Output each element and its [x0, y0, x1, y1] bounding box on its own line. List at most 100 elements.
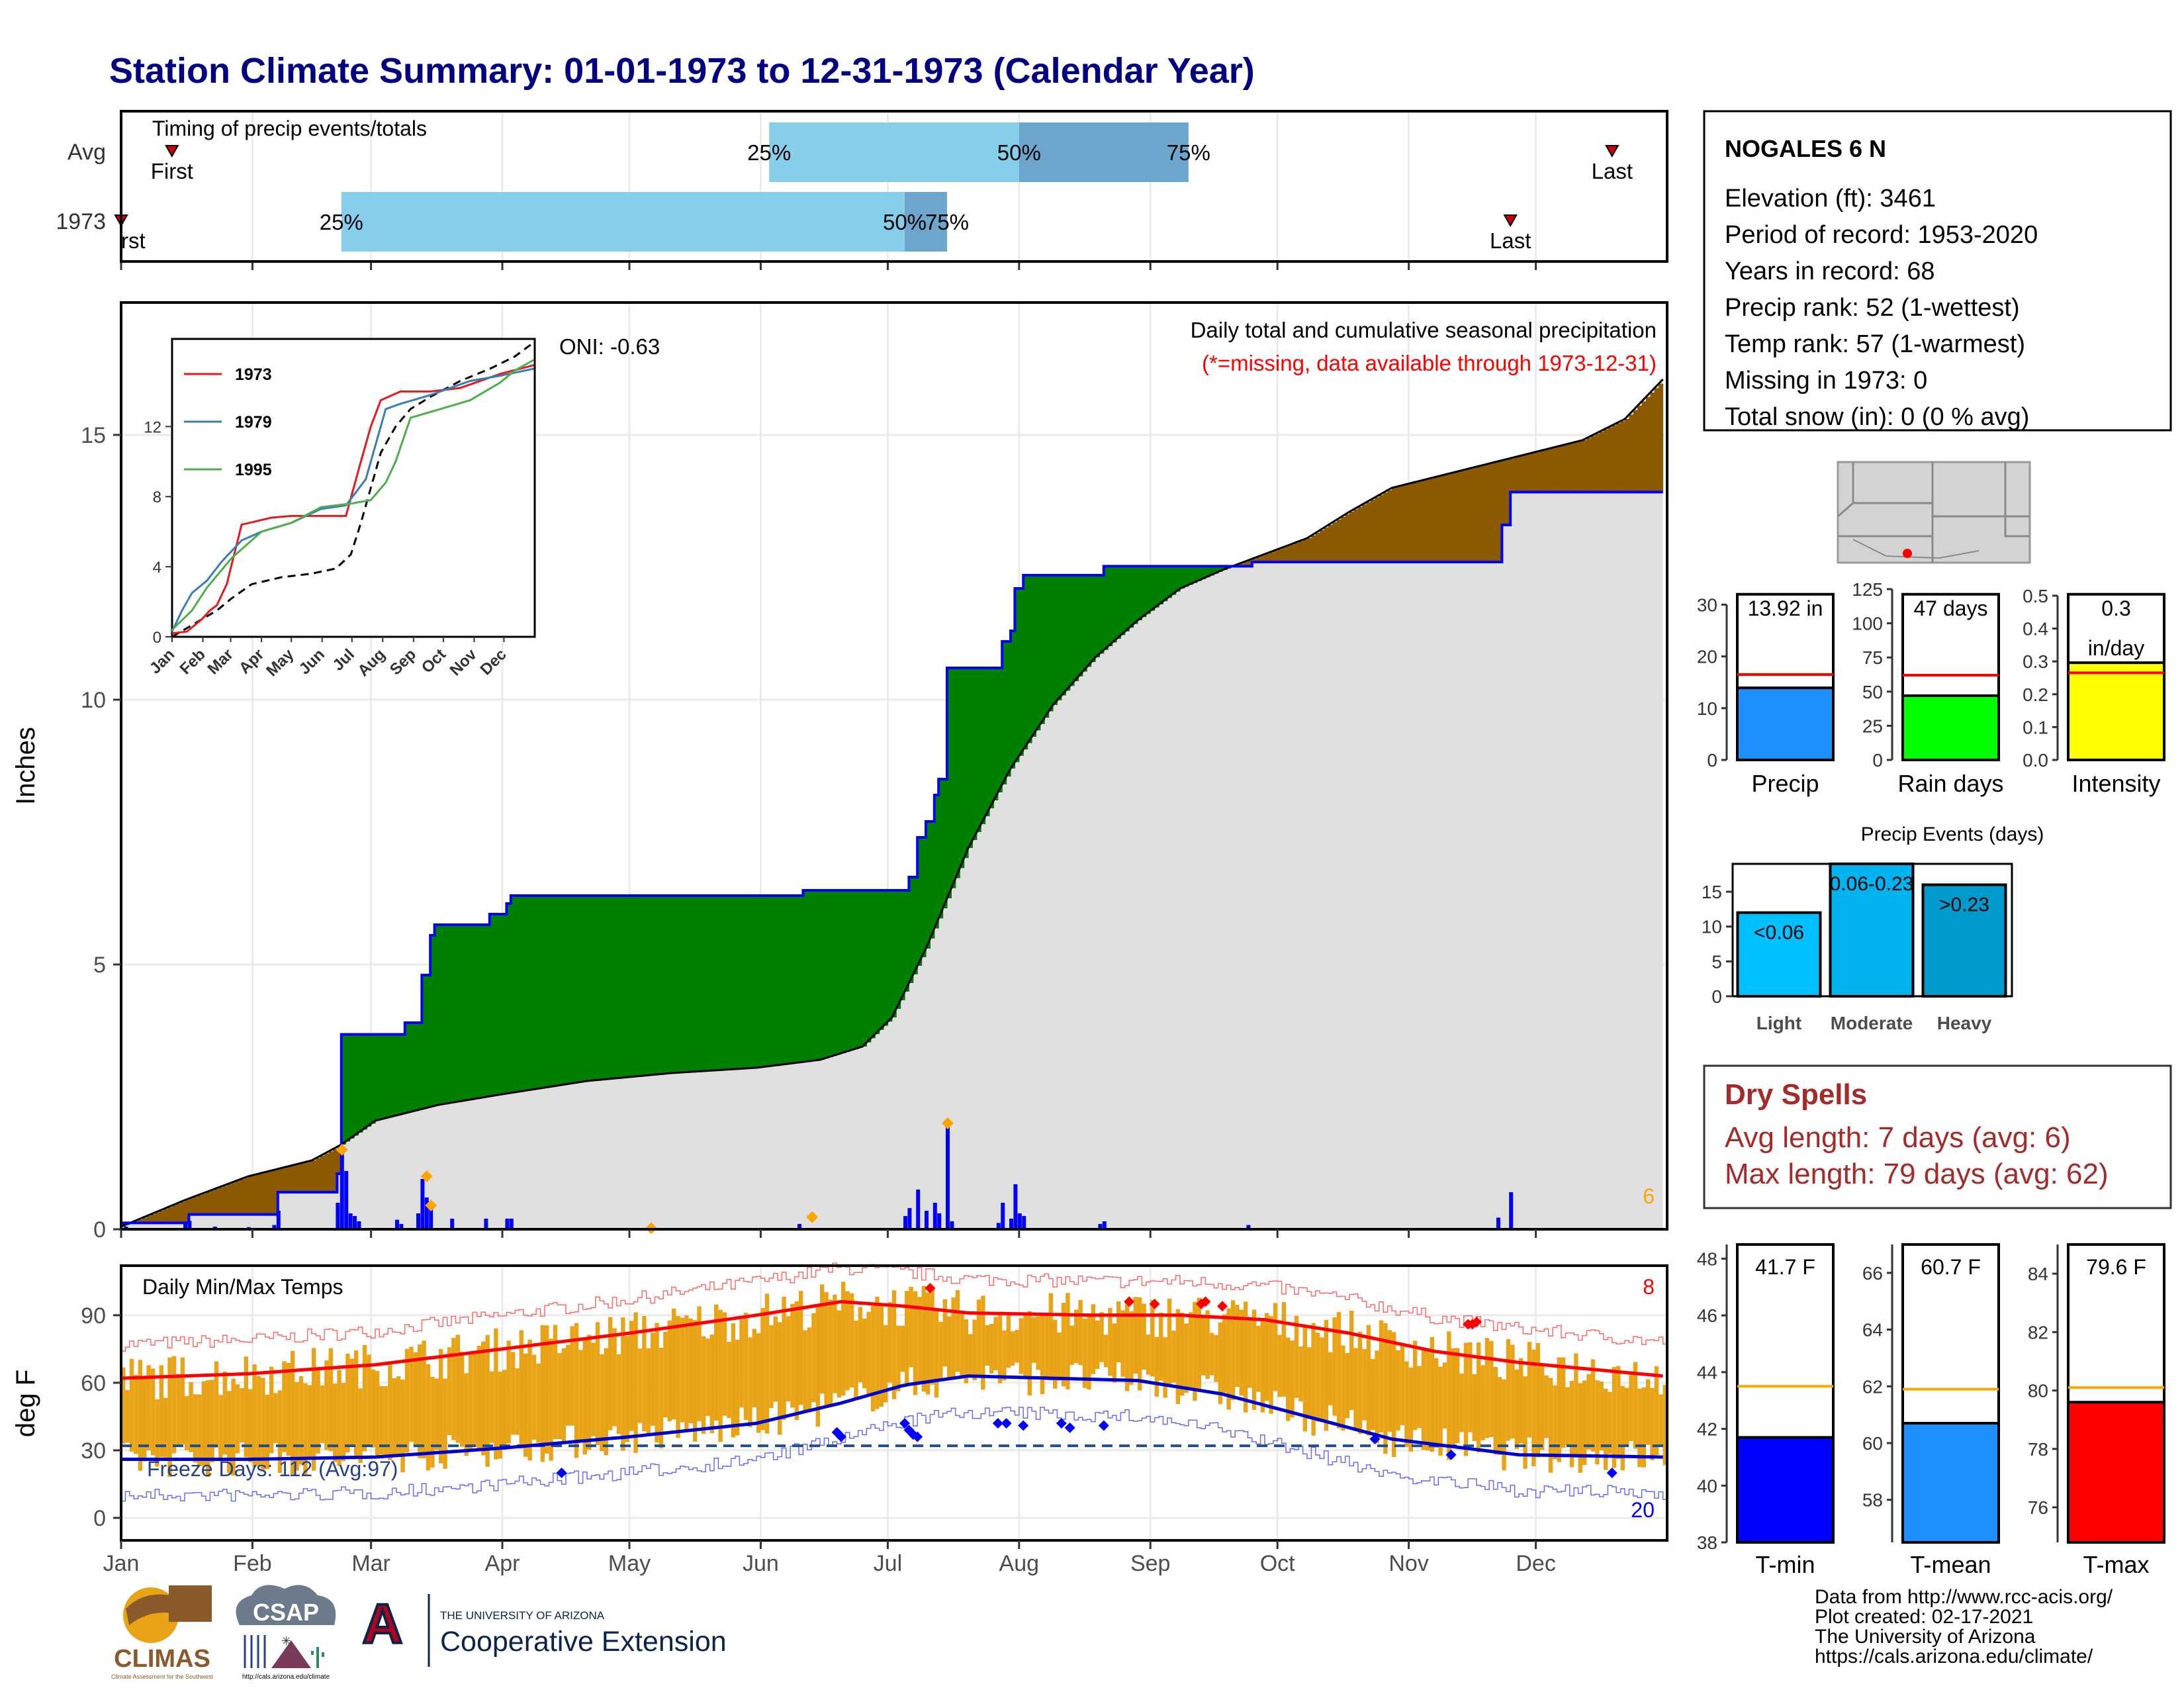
- max-record-count: 8: [1643, 1275, 1655, 1299]
- record-precip-marker: [425, 1199, 437, 1211]
- daily-temp-bar: [388, 1363, 392, 1460]
- above-normal-band: [1078, 575, 1083, 677]
- record-low-marker: [1056, 1418, 1067, 1429]
- below-normal-band: [1523, 455, 1528, 492]
- above-normal-band: [701, 896, 706, 1072]
- daily-temp-bar: [993, 1317, 998, 1371]
- daily-temp-bar: [345, 1354, 350, 1453]
- below-normal-band: [269, 1171, 274, 1215]
- daily-temp-bar: [1324, 1319, 1328, 1431]
- above-normal-band: [1201, 566, 1206, 579]
- above-normal-band: [485, 925, 490, 1098]
- below-normal-band: [265, 1172, 270, 1215]
- inset-y-tick-label: 0: [153, 629, 161, 647]
- above-normal-band: [540, 896, 545, 1088]
- daily-temp-bar: [1498, 1377, 1502, 1455]
- daily-temp-bar: [722, 1312, 727, 1416]
- above-normal-band: [1180, 566, 1185, 588]
- timing-bar-50-75: [1019, 122, 1189, 182]
- daily-temp-bar: [807, 1327, 812, 1412]
- daily-temp-bar: [531, 1354, 537, 1440]
- above-normal-band: [629, 896, 634, 1077]
- daily-precip-bar: [276, 1211, 281, 1229]
- summary-tick-label: 0.2: [2023, 684, 2048, 705]
- daily-temp-bar: [218, 1395, 223, 1462]
- daily-temp-bar: [392, 1378, 396, 1456]
- above-normal-band: [434, 925, 439, 1106]
- below-normal-band: [1417, 481, 1422, 562]
- daily-temp-bar: [134, 1374, 138, 1454]
- below-normal-band: [1362, 504, 1367, 562]
- below-normal-band: [1353, 509, 1359, 562]
- above-normal-band: [887, 890, 893, 1022]
- temp-panel: 0 30 60 90 Jan Feb Mar Apr May Jun Jul Aug Sep Oct No…: [11, 1262, 1668, 1576]
- daily-temp-bar: [1426, 1350, 1430, 1451]
- daily-temp-bar: [248, 1389, 253, 1462]
- daily-temp-bar: [1654, 1366, 1659, 1455]
- temp-bar-value-2: 79.6 F: [2086, 1255, 2146, 1279]
- above-normal-band: [430, 935, 435, 1107]
- above-normal-band: [1146, 566, 1151, 614]
- daily-temp-bar: [273, 1393, 278, 1443]
- daily-temp-bar: [1290, 1340, 1295, 1418]
- daily-temp-bar: [930, 1287, 934, 1385]
- below-normal-band: [1578, 441, 1583, 492]
- daily-temp-bar: [523, 1353, 528, 1457]
- timing-bar-25-50: [341, 192, 905, 252]
- below-normal-band: [248, 1176, 253, 1215]
- daily-temp-bar: [447, 1347, 452, 1435]
- below-normal-band: [1421, 480, 1426, 562]
- daily-temp-bar: [773, 1316, 778, 1402]
- daily-precip-bar: [1102, 1221, 1107, 1229]
- above-normal-band: [1209, 566, 1214, 576]
- daily-temp-bar: [574, 1323, 579, 1458]
- daily-temp-bar: [1209, 1333, 1214, 1376]
- below-normal-band: [1633, 410, 1638, 492]
- above-normal-band: [1061, 575, 1066, 696]
- daily-precip-bar: [903, 1216, 907, 1229]
- daily-temp-bar: [1582, 1380, 1587, 1465]
- daily-temp-bar: [527, 1339, 532, 1461]
- above-normal-band: [989, 668, 994, 808]
- daily-temp-bar: [1124, 1301, 1130, 1391]
- above-normal-band: [1112, 566, 1117, 643]
- above-normal-band: [600, 896, 605, 1080]
- month-label-may: May: [608, 1551, 651, 1576]
- daily-temp-bar: [947, 1316, 952, 1378]
- daily-temp-bar: [383, 1385, 388, 1456]
- month-label-sep: Sep: [1130, 1551, 1171, 1576]
- temp-bar-tick-label: 42: [1697, 1419, 1717, 1440]
- summary-bar-2: [2067, 661, 2165, 762]
- timing-last-label: Last: [1592, 159, 1633, 183]
- below-normal-band: [1620, 421, 1625, 492]
- daily-temp-bar: [1328, 1352, 1333, 1406]
- temp-y-tick-label: 90: [81, 1303, 106, 1329]
- climas-logo-block: [169, 1585, 212, 1622]
- precip-y-tick-label: 10: [81, 688, 106, 713]
- daily-temp-bar: [659, 1347, 664, 1448]
- daily-temp-bar: [1002, 1330, 1007, 1381]
- daily-temp-bar: [451, 1338, 456, 1440]
- above-normal-band: [527, 896, 533, 1090]
- above-normal-band: [375, 1034, 380, 1121]
- below-normal-band: [328, 1151, 334, 1192]
- daily-temp-bar: [1248, 1319, 1252, 1388]
- below-normal-band: [1493, 462, 1498, 562]
- daily-temp-bar: [870, 1305, 876, 1412]
- above-normal-band: [379, 1034, 385, 1120]
- daily-temp-bar: [1396, 1350, 1400, 1431]
- summary-tick-label: 0.3: [2023, 651, 2048, 672]
- above-normal-band: [858, 890, 863, 1048]
- daily-temp-bar: [748, 1337, 752, 1427]
- daily-temp-bar: [1036, 1316, 1040, 1370]
- month-label-jun: Jun: [743, 1551, 779, 1576]
- below-normal-band: [1434, 477, 1439, 562]
- below-normal-band: [1459, 471, 1465, 562]
- daily-temp-bar: [1569, 1381, 1574, 1468]
- above-normal-band: [553, 896, 558, 1086]
- daily-temp-bar: [1608, 1391, 1612, 1454]
- daily-temp-bar: [1273, 1303, 1278, 1391]
- daily-temp-bar: [833, 1294, 837, 1393]
- climas-logo-text: CLIMAS: [114, 1645, 210, 1673]
- daily-temp-bar: [1357, 1331, 1363, 1434]
